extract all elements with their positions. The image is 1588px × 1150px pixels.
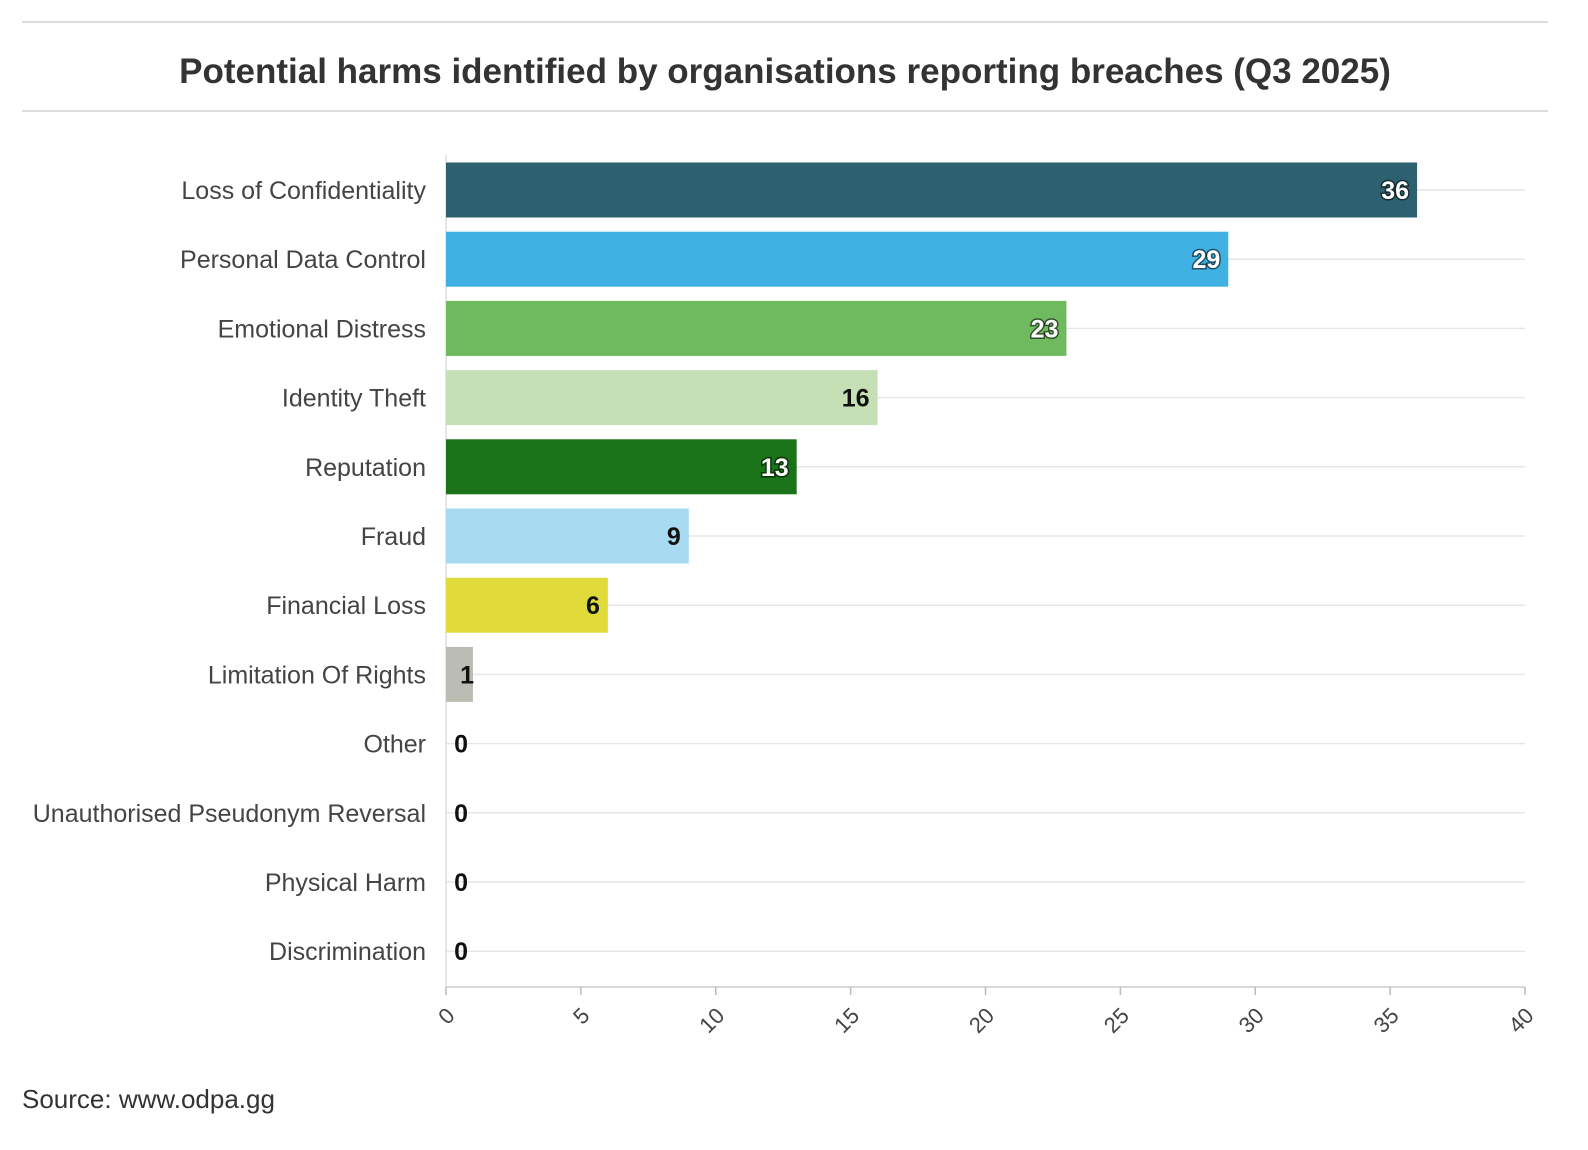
category-label: Identity Theft (282, 385, 426, 413)
x-tick-label: 30 (1234, 1003, 1269, 1038)
category-label: Fraud (361, 523, 426, 551)
category-label: Reputation (305, 454, 426, 482)
x-tick-label: 5 (568, 1003, 594, 1029)
data-label: 0 (454, 938, 468, 966)
data-label: 13 (761, 454, 789, 482)
category-label: Limitation Of Rights (208, 661, 426, 689)
bar (446, 231, 1229, 287)
data-label: 0 (454, 731, 468, 759)
bar (446, 508, 689, 564)
category-label: Unauthorised Pseudonym Reversal (33, 800, 426, 828)
bar (446, 646, 473, 702)
category-label: Financial Loss (266, 592, 426, 620)
data-label: 6 (586, 592, 600, 620)
x-tick-label: 35 (1369, 1003, 1404, 1038)
bar (446, 370, 878, 426)
category-label: Loss of Confidentiality (181, 177, 426, 205)
x-tick-label: 20 (964, 1003, 999, 1038)
x-tick-label: 25 (1099, 1003, 1134, 1038)
data-label: 23 (1031, 315, 1059, 343)
x-tick-label: 15 (829, 1003, 864, 1038)
data-label: 36 (1381, 177, 1409, 205)
data-label: 29 (1192, 246, 1220, 274)
x-tick-label: 0 (433, 1003, 459, 1029)
category-label: Other (363, 731, 426, 759)
category-label: Physical Harm (265, 869, 426, 897)
x-tick-label: 10 (694, 1003, 729, 1038)
top-rule (22, 21, 1548, 23)
category-label: Emotional Distress (218, 315, 426, 343)
data-label: 16 (842, 385, 870, 413)
data-label: 9 (667, 523, 681, 551)
title-rule (22, 110, 1548, 112)
x-tick-label: 40 (1504, 1003, 1539, 1038)
bar (446, 577, 608, 633)
bar (446, 439, 797, 495)
source-note: Source: www.odpa.gg (22, 1084, 275, 1114)
category-label: Personal Data Control (180, 246, 426, 274)
bar (446, 162, 1418, 218)
chart-title: Potential harms identified by organisati… (179, 52, 1391, 91)
category-label: Discrimination (269, 938, 426, 966)
data-label: 1 (460, 661, 474, 689)
data-label: 0 (454, 800, 468, 828)
data-label: 0 (454, 869, 468, 897)
bar (446, 300, 1067, 356)
